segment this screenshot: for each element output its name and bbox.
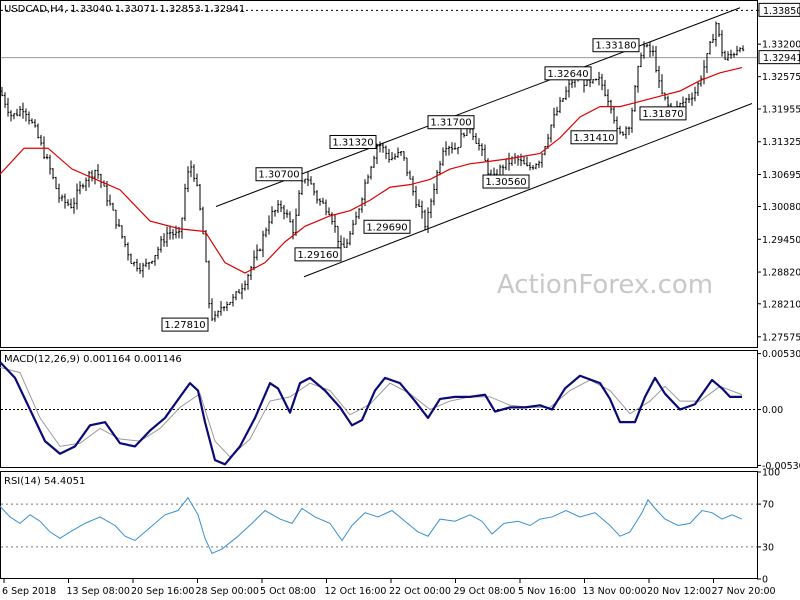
price-annotation-box (427, 115, 475, 130)
price-annotation-label: 1.33180 (595, 41, 636, 52)
channel-line (303, 103, 753, 278)
price-annotation-box (639, 106, 687, 121)
macd-y-tick-label: 0.00 (762, 405, 783, 416)
price-annotation-label: 1.30700 (258, 170, 299, 181)
price-annotation-box (161, 317, 209, 332)
macd-line (0, 361, 742, 466)
price-annotation-label: 1.30560 (485, 177, 526, 188)
x-tick-label: 13 Sep 08:00 (67, 586, 130, 597)
x-tick-label: 20 Sep 16:00 (131, 586, 194, 597)
resistance-label-box (758, 2, 800, 17)
price-y-tick-label: 1.33200 (762, 40, 800, 51)
current-price-box (758, 50, 800, 65)
macd-y-tick-label: -0.005306 (762, 461, 800, 472)
price-annotation-box (482, 174, 530, 189)
macd-layer: 0.005307 0.00 -0.005306 (0, 349, 800, 472)
price-y-tick-label: 1.30695 (762, 170, 800, 181)
x-tick-label: 27 Nov 20:00 (712, 586, 776, 597)
x-tick-label: 13 Nov 00:00 (583, 586, 647, 597)
price-annotation-box (544, 66, 592, 81)
rsi-title: RSI(14) 54.4051 (4, 476, 85, 487)
rsi-line (0, 496, 743, 554)
rsi-panel-frame (0, 471, 758, 579)
price-annotation-box (592, 38, 640, 53)
price-annotation-box (255, 167, 303, 182)
x-tick-label: 5 Nov 16:00 (518, 586, 576, 597)
price-annotation-label: 1.27810 (164, 320, 205, 331)
x-tick-label: 12 Oct 16:00 (325, 586, 387, 597)
channel-line (215, 7, 741, 207)
price-annotation-label: 1.29160 (297, 250, 338, 261)
rsi-y-tick-label: 0 (762, 575, 768, 586)
x-tick-label: 22 Oct 00:00 (389, 586, 451, 597)
price-annotation-box (570, 130, 618, 145)
x-tick-label: 29 Oct 08:00 (454, 586, 516, 597)
price-annotation-label: 1.31410 (573, 133, 614, 144)
rsi-layer: 100 70 30 0 (0, 468, 780, 586)
x-tick-label: 6 Sep 2018 (2, 586, 56, 597)
current-price-label: 1.32941 (763, 53, 800, 64)
price-layer: 1.33850 1.33200 1.32575 1.31955 1.31325 1.306… (0, 2, 800, 343)
x-axis: 6 Sep 2018 13 Sep 08:00 20 Sep 16:00 28 Sep… (2, 579, 776, 597)
price-annotation-box (329, 134, 377, 149)
rsi-y-tick-label: 100 (762, 468, 780, 479)
price-annotation-box (363, 219, 411, 234)
price-annotation-box (294, 247, 342, 262)
price-annotation-label: 1.31700 (430, 118, 471, 129)
rsi-y-tick-label: 70 (762, 500, 774, 511)
price-annotation-label: 1.31320 (332, 137, 373, 148)
price-chart-title: USDCAD,H4, 1.33040 1.33071 1.32853 1.329… (4, 4, 245, 15)
x-tick-label: 5 Oct 08:00 (260, 586, 316, 597)
price-y-tick-label: 1.30080 (762, 202, 800, 213)
price-y-tick-label: 1.27575 (762, 332, 800, 343)
price-annotation-label: 1.31870 (642, 109, 683, 120)
resistance-label: 1.33850 (763, 6, 800, 17)
x-tick-label: 20 Nov 12:00 (647, 586, 711, 597)
price-y-tick-label: 1.28210 (762, 299, 800, 310)
watermark: ActionForex.com (497, 270, 713, 300)
moving-average-line (0, 67, 743, 274)
macd-title: MACD(12,26,9) 0.001164 0.001146 (4, 354, 182, 365)
price-annotation-label: 1.29690 (366, 222, 407, 233)
price-y-tick-label: 1.31325 (762, 137, 800, 148)
rsi-y-tick-label: 30 (762, 542, 774, 553)
macd-y-tick-label: 0.005307 (762, 349, 800, 360)
price-annotation-label: 1.32640 (547, 69, 588, 80)
price-y-tick-label: 1.29450 (762, 235, 800, 246)
price-y-tick-label: 1.28820 (762, 268, 800, 279)
price-y-tick-label: 1.31955 (762, 104, 800, 115)
price-y-tick-label: 1.32575 (762, 72, 800, 83)
macd-signal-line (0, 366, 743, 458)
x-tick-label: 28 Sep 00:00 (196, 586, 259, 597)
